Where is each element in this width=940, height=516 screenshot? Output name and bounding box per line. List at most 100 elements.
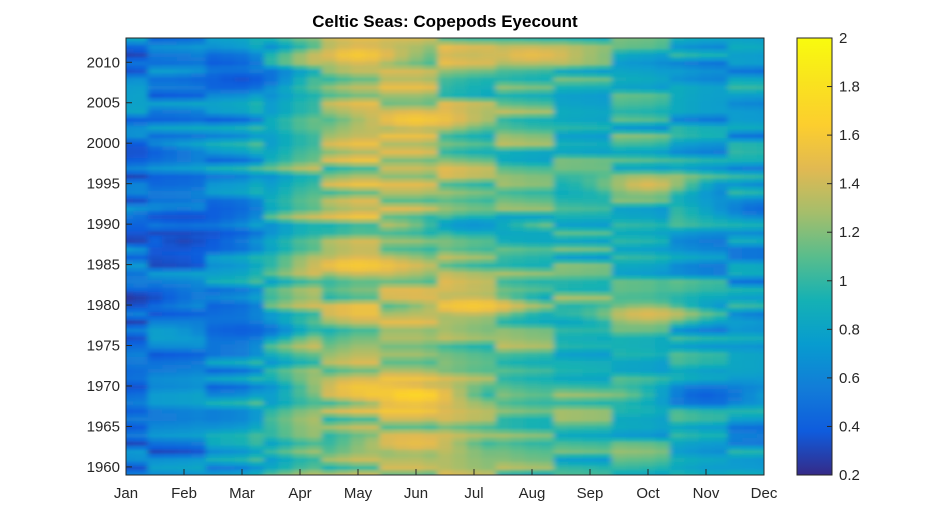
heatmap-cell: [278, 64, 294, 70]
heatmap-cell: [263, 432, 280, 438]
heatmap-cell: [365, 379, 381, 385]
heatmap-cell: [727, 396, 744, 402]
heatmap-cell: [582, 392, 599, 398]
heatmap-cell: [669, 64, 686, 70]
heatmap-cell: [133, 274, 149, 280]
heatmap-cell: [452, 205, 468, 211]
heatmap-cell: [292, 258, 309, 264]
heatmap-cell: [176, 355, 193, 361]
heatmap-cell: [205, 448, 222, 454]
heatmap-cell: [379, 335, 396, 341]
heatmap-cell: [191, 92, 207, 98]
heatmap-cell: [220, 400, 236, 406]
y-tick-label: 1960: [87, 459, 120, 476]
heatmap-cell: [481, 141, 497, 147]
heatmap-cell: [234, 181, 251, 187]
heatmap-cell: [684, 165, 700, 171]
heatmap-cell: [669, 319, 686, 325]
heatmap-cell: [176, 311, 193, 317]
heatmap-cell: [278, 197, 294, 203]
heatmap-cell: [524, 452, 541, 458]
heatmap-cell: [510, 359, 526, 365]
heatmap-cell: [336, 452, 352, 458]
heatmap-cell: [437, 456, 454, 462]
heatmap-cell: [263, 319, 280, 325]
heatmap-cell: [640, 60, 657, 66]
heatmap-cell: [437, 404, 454, 410]
heatmap-cell: [510, 161, 526, 167]
heatmap-cell: [684, 92, 700, 98]
heatmap-cell: [133, 460, 149, 466]
heatmap-cell: [176, 343, 193, 349]
heatmap-cell: [205, 278, 222, 284]
heatmap-cell: [220, 40, 236, 46]
heatmap-cell: [742, 48, 758, 54]
heatmap-cell: [162, 371, 178, 377]
heatmap-cell: [597, 335, 613, 341]
heatmap-cell: [553, 355, 570, 361]
heatmap-cell: [466, 383, 483, 390]
heatmap-cell: [568, 92, 584, 98]
heatmap-cell: [249, 294, 265, 300]
heatmap-cell: [698, 100, 715, 106]
heatmap-cell: [205, 177, 222, 183]
heatmap-cell: [626, 355, 642, 361]
heatmap-cell: [379, 416, 396, 422]
heatmap-cell: [640, 315, 657, 321]
heatmap-cell: [698, 238, 715, 244]
heatmap-cell: [191, 335, 207, 341]
heatmap-cell: [495, 181, 512, 187]
heatmap-cell: [408, 436, 425, 442]
heatmap-cell: [713, 367, 729, 373]
heatmap-cell: [234, 133, 251, 139]
heatmap-cell: [466, 448, 483, 454]
heatmap-cell: [727, 153, 744, 159]
heatmap-cell: [437, 230, 454, 236]
heatmap-cell: [597, 424, 613, 430]
heatmap-cell: [568, 388, 584, 394]
heatmap-cell: [495, 343, 512, 349]
heatmap-cell: [278, 420, 294, 426]
heatmap-cell: [524, 149, 541, 155]
heatmap-cell: [220, 222, 236, 228]
heatmap-cell: [162, 404, 178, 410]
heatmap-cell: [394, 185, 410, 191]
heatmap-cell: [742, 80, 758, 86]
heatmap-cell: [713, 137, 729, 143]
heatmap-cell: [278, 230, 294, 236]
heatmap-cell: [640, 185, 657, 191]
heatmap-cell: [742, 250, 758, 256]
heatmap-cell: [684, 161, 700, 167]
heatmap-cell: [582, 197, 599, 203]
heatmap-cell: [263, 355, 280, 361]
heatmap-cell: [162, 388, 178, 394]
heatmap-cell: [539, 282, 555, 288]
heatmap-cell: [597, 92, 613, 98]
heatmap-cell: [133, 250, 149, 256]
heatmap-cell: [263, 209, 280, 216]
heatmap-cell: [539, 165, 555, 171]
heatmap-cell: [669, 80, 686, 86]
heatmap-cell: [249, 327, 265, 333]
heatmap-cell: [568, 44, 584, 50]
heatmap-cell: [394, 72, 410, 78]
heatmap-cell: [684, 153, 700, 159]
heatmap-cell: [684, 141, 700, 147]
heatmap-cell: [234, 72, 251, 78]
heatmap-cell: [742, 440, 758, 446]
heatmap-cell: [481, 173, 497, 179]
heatmap-cell: [263, 145, 280, 151]
heatmap-cell: [640, 286, 657, 292]
heatmap-cell: [669, 48, 686, 54]
heatmap-cell: [133, 64, 149, 70]
heatmap-cell: [126, 64, 135, 70]
heatmap-cell: [394, 112, 410, 118]
heatmap-cell: [481, 100, 497, 106]
heatmap-cell: [321, 169, 338, 175]
x-tick-label: Aug: [519, 485, 546, 502]
heatmap-cell: [539, 375, 555, 381]
heatmap-cell: [336, 100, 352, 106]
heatmap-cell: [437, 375, 454, 381]
heatmap-cell: [611, 416, 628, 422]
heatmap-cell: [727, 359, 744, 365]
